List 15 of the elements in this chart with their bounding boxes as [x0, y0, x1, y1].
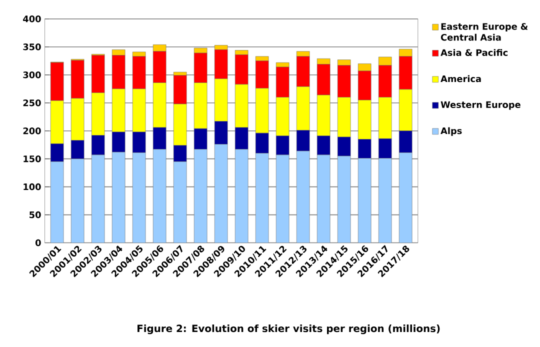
y-tick-label: 350 [23, 43, 41, 50]
y-tick-label: 50 [30, 211, 41, 218]
y-tick-label: 0 [35, 239, 41, 246]
text: Figure 2: Evolution of skier visits per region (millions) [138, 324, 440, 334]
y-tick-label: 150 [24, 155, 41, 162]
y-tick-label: 200 [23, 127, 41, 134]
legend-label: Asia & Pacific [440, 48, 508, 56]
legend-label: Alps [440, 127, 462, 136]
legend-label: America [440, 75, 481, 82]
y-tick-label: 100 [24, 183, 41, 190]
y-tick-label: 400 [23, 15, 41, 22]
legend-label: Western Europe [440, 101, 520, 110]
y-tick-label: 250 [23, 99, 41, 106]
y-tick-label: 300 [23, 71, 41, 78]
legend-label: Eastern Europe & Central Asia [440, 22, 528, 41]
